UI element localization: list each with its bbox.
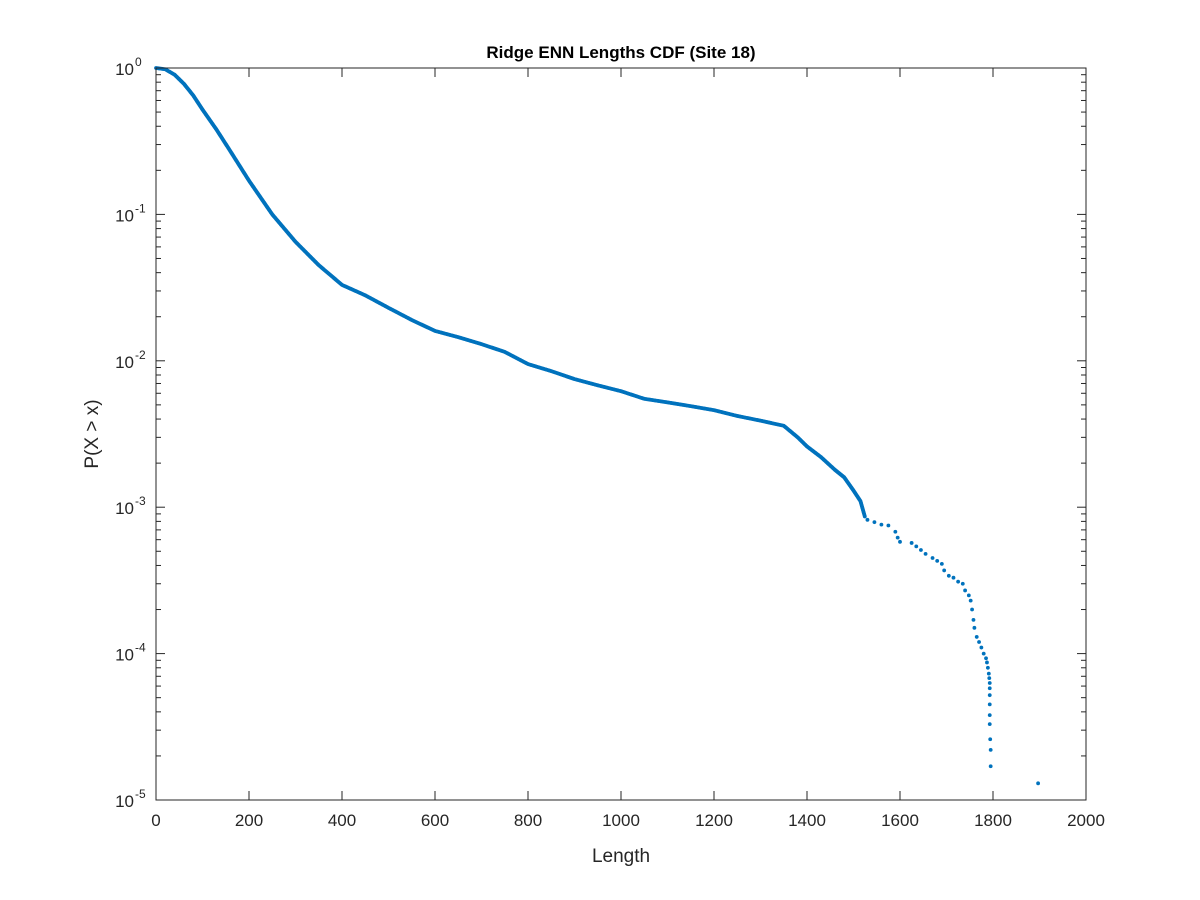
data-point [942,568,947,573]
x-tick-label: 0 [151,811,160,830]
data-point [988,764,993,769]
data-point [972,625,977,630]
y-tick-label: 10 [115,206,134,225]
data-point [987,702,992,707]
data-point [987,693,992,698]
y-tick-label: 10 [115,499,134,518]
data-point [923,551,928,556]
y-tick-label: 10 [115,60,134,79]
data-point [970,607,974,612]
y-axis-label: P(X > x) [82,399,103,468]
x-tick-label: 2000 [1067,811,1105,830]
data-point [971,617,976,622]
data-point [986,671,991,676]
x-tick-label: 1200 [695,811,733,830]
chart-title: Ridge ENN Lengths CDF (Site 18) [486,43,755,62]
data-point [879,522,884,527]
data-point [974,635,979,639]
data-markers [154,66,1041,786]
data-point [981,651,986,656]
data-point [987,676,992,681]
x-tick-label: 800 [514,811,542,830]
data-point [963,588,967,593]
data-point [987,722,992,726]
data-point [966,593,971,598]
y-tick-exponent: -2 [135,348,146,362]
x-tick-label: 1600 [881,811,919,830]
data-point [895,535,900,540]
x-tick-label: 1800 [974,811,1012,830]
data-point [872,520,877,525]
data-point [985,665,990,670]
y-tick-exponent: 0 [135,55,142,69]
data-point [985,660,989,665]
data-point [893,529,898,534]
data-point [988,747,993,752]
data-point [865,517,870,522]
data-point [951,575,956,580]
data-point [1036,781,1041,786]
y-tick-label: 10 [115,792,134,811]
data-point [935,558,940,563]
data-point [956,579,961,584]
data-point [939,561,944,566]
data-point [979,645,984,650]
data-point [987,713,992,718]
x-axis-ticks: 0 200 400 600 800 1000 1200 1400 1600 1800 2000 [151,68,1105,830]
x-tick-label: 600 [421,811,449,830]
data-point [862,514,867,519]
data-point [898,539,902,544]
data-point [914,544,919,549]
data-point [946,573,951,578]
x-tick-label: 1400 [788,811,826,830]
data-point [988,737,993,742]
data-point [968,598,973,603]
y-tick-label: 10 [115,353,134,372]
y-tick-exponent: -4 [135,641,146,655]
data-point [987,686,992,691]
data-point [909,541,914,545]
data-point [984,656,988,661]
data-point [960,581,965,586]
data-point [930,556,935,560]
data-point [886,523,891,528]
x-axis-label: Length [592,846,650,867]
y-tick-label: 10 [115,646,134,665]
x-tick-label: 200 [235,811,263,830]
x-tick-label: 1000 [602,811,640,830]
y-tick-exponent: -3 [135,494,146,508]
y-tick-exponent: -1 [135,201,146,215]
data-point [977,640,981,644]
x-tick-label: 400 [328,811,356,830]
data-point [919,548,923,552]
data-point [987,681,992,685]
y-tick-exponent: -5 [135,787,146,801]
